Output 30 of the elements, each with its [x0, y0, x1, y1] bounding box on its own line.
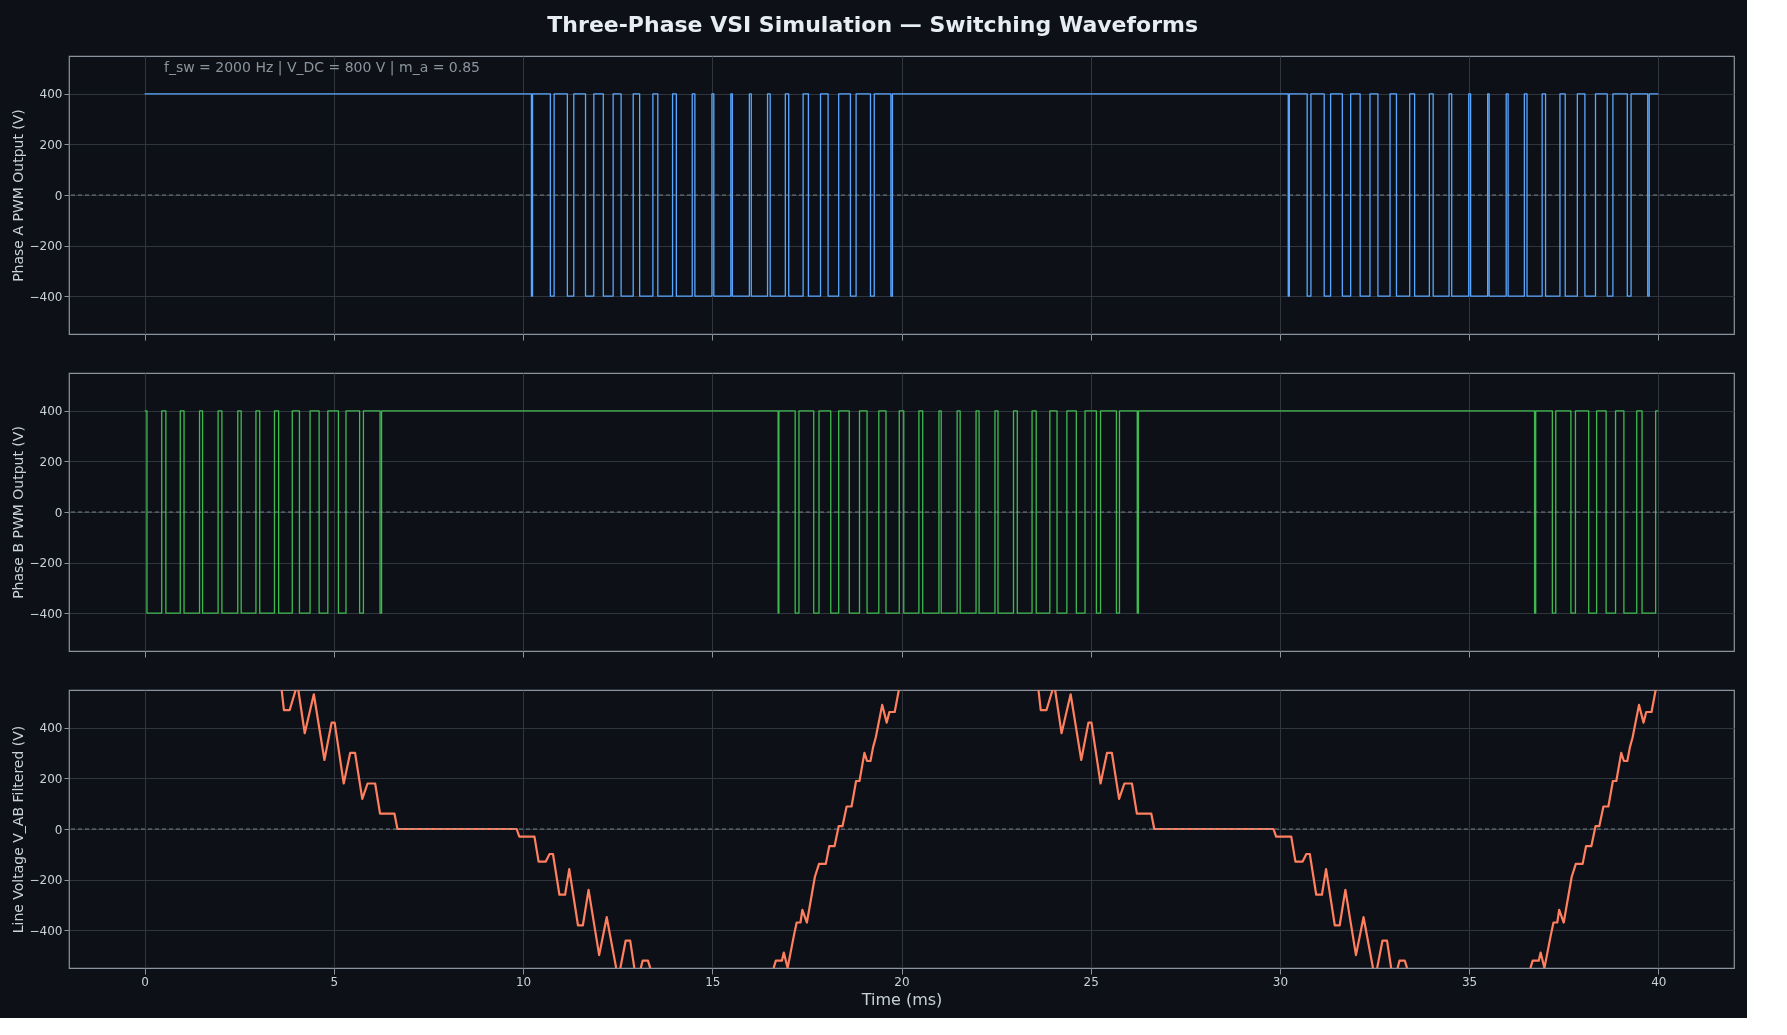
y-tick-label: 0: [54, 505, 63, 520]
y-tick-label: −400: [29, 289, 63, 304]
y-tick-label: 200: [39, 454, 63, 469]
y-tick-label: −200: [29, 239, 63, 254]
y-tick-label: 0: [54, 822, 63, 837]
chart-title: Three-Phase VSI Simulation — Switching Waveforms: [547, 12, 1199, 38]
y-tick-label: 400: [39, 721, 63, 736]
y-tick-label: −400: [29, 923, 63, 938]
y-tick-label: 200: [39, 771, 63, 786]
y-axis-title: Line Voltage V_AB Filtered (V): [9, 725, 26, 934]
y-axis-title: Phase B PWM Output (V): [9, 426, 26, 599]
annotation: f_sw = 2000 Hz | V_DC = 800 V | m_a = 0.85: [164, 59, 481, 76]
y-tick-label: 0: [54, 188, 63, 203]
y-tick-label: −200: [29, 556, 63, 571]
x-tick-label: 30: [1272, 974, 1289, 989]
y-tick-label: −400: [29, 606, 63, 621]
y-tick-label: 200: [39, 137, 63, 152]
y-tick-label: 400: [39, 87, 63, 102]
x-tick-label: 0: [141, 974, 149, 989]
x-tick-label: 40: [1651, 974, 1667, 989]
x-tick-label: 5: [330, 974, 339, 989]
x-tick-label: 15: [705, 974, 721, 989]
x-tick-label: 25: [1083, 974, 1099, 989]
x-tick-label: 20: [894, 974, 910, 989]
y-axis-title: Phase A PWM Output (V): [9, 109, 26, 282]
x-tick-label: 10: [515, 974, 532, 989]
x-tick-label: 35: [1461, 974, 1478, 989]
y-tick-label: −200: [29, 873, 63, 888]
y-tick-label: 400: [39, 404, 63, 419]
x-axis-title: Time (ms): [860, 989, 943, 1009]
